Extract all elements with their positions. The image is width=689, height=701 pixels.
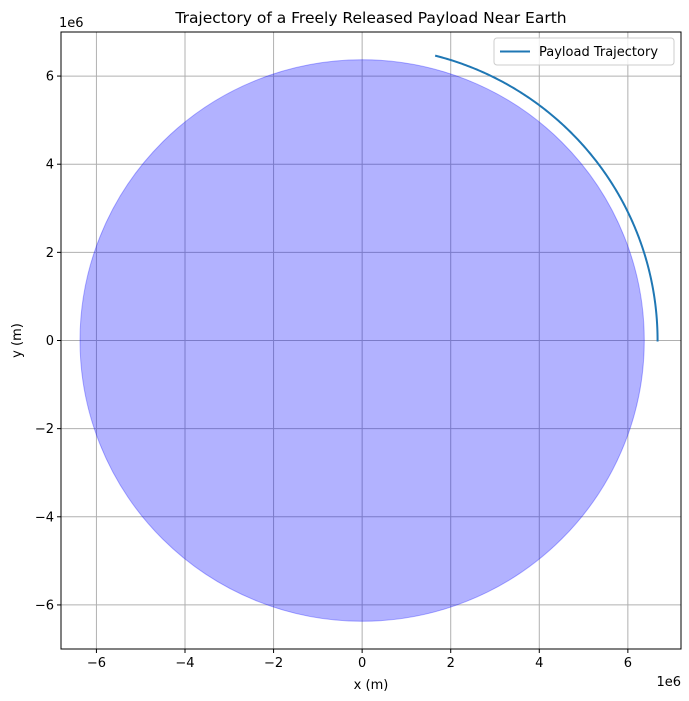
series-layer <box>434 54 659 342</box>
earth-layer <box>79 59 645 622</box>
ticks-layer: −6 −4 −2 0 2 4 6 −6 −4 −2 0 2 4 6 <box>35 70 632 671</box>
x-axis-offset-label: 1e6 <box>656 675 681 690</box>
x-tick-label: −6 <box>87 656 106 671</box>
y-tick-label: −2 <box>35 422 54 437</box>
grid-layer <box>61 32 681 649</box>
earth-disk <box>79 59 645 622</box>
y-axis-offset-label: 1e6 <box>59 16 84 31</box>
legend: Payload Trajectory <box>493 37 675 66</box>
x-axis-title: x (m) <box>354 678 389 693</box>
y-tick-label: 6 <box>46 70 54 85</box>
x-tick-label: −4 <box>175 656 194 671</box>
legend-box <box>493 37 675 66</box>
x-tick-label: 6 <box>624 656 632 671</box>
x-tick-label: 4 <box>535 656 543 671</box>
y-tick-label: −6 <box>35 598 54 613</box>
x-tick-label: 0 <box>358 656 366 671</box>
y-tick-label: 2 <box>46 246 54 261</box>
y-axis-title: y (m) <box>10 323 25 358</box>
legend-label-payload-trajectory: Payload Trajectory <box>539 45 658 60</box>
y-tick-label: −4 <box>35 510 54 525</box>
y-tick-label: 4 <box>46 158 54 173</box>
x-tick-label: −2 <box>264 656 283 671</box>
y-tick-label: 0 <box>46 334 54 349</box>
x-tick-label: 2 <box>447 656 455 671</box>
chart-title: Trajectory of a Freely Released Payload … <box>174 9 566 27</box>
series-line-payload-trajectory <box>434 54 659 342</box>
